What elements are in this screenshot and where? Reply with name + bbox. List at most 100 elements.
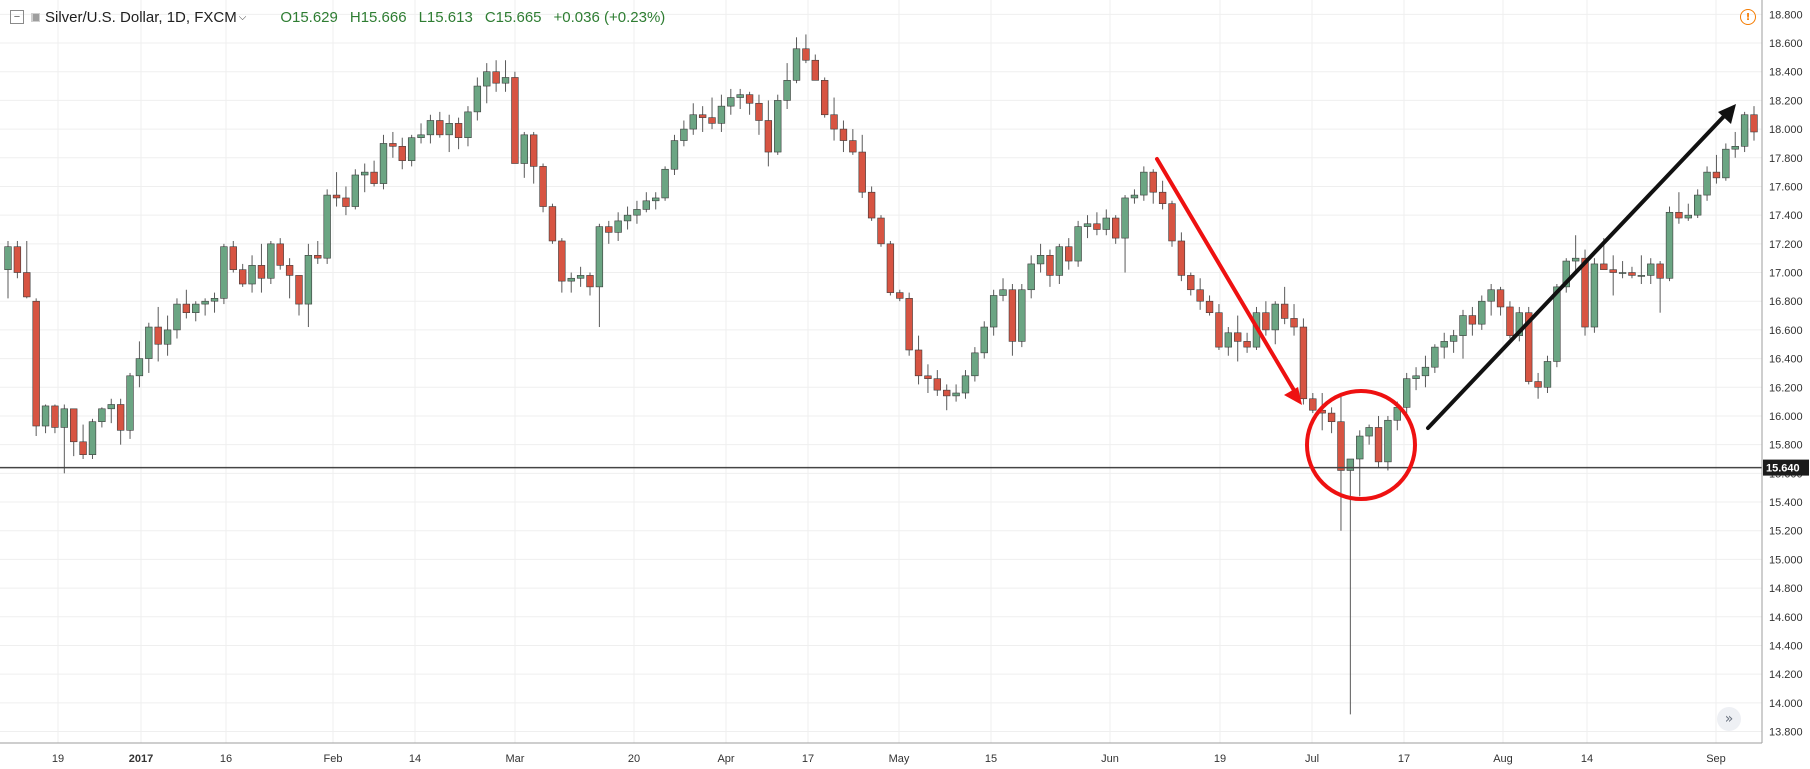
candle[interactable]	[1074, 220, 1082, 267]
candle[interactable]	[1374, 415, 1383, 468]
candle[interactable]	[238, 263, 247, 287]
candle[interactable]	[1196, 278, 1204, 310]
candle[interactable]	[511, 71, 519, 164]
candle[interactable]	[914, 335, 923, 385]
candle[interactable]	[13, 240, 22, 279]
candle[interactable]	[727, 88, 735, 115]
candle[interactable]	[417, 123, 425, 144]
candle[interactable]	[1571, 235, 1580, 273]
candle[interactable]	[426, 114, 435, 144]
candle[interactable]	[501, 60, 510, 92]
candle[interactable]	[1243, 332, 1251, 353]
candle[interactable]	[1675, 192, 1683, 224]
candle[interactable]	[70, 408, 78, 457]
candle[interactable]	[1262, 301, 1270, 336]
candle[interactable]	[1496, 286, 1505, 316]
candle[interactable]	[558, 238, 566, 293]
candle[interactable]	[1431, 344, 1439, 373]
candle[interactable]	[98, 407, 106, 428]
candle[interactable]	[361, 163, 369, 193]
candle[interactable]	[257, 243, 266, 293]
candle[interactable]	[1712, 154, 1721, 184]
candle[interactable]	[952, 384, 960, 402]
candle[interactable]	[1046, 249, 1054, 287]
candle[interactable]	[107, 398, 115, 424]
candle[interactable]	[642, 192, 651, 213]
candle[interactable]	[342, 186, 350, 216]
candle[interactable]	[295, 275, 303, 316]
candle[interactable]	[623, 206, 632, 230]
symbol-label[interactable]: Silver/U.S. Dollar, 1D, FXCM	[45, 8, 237, 26]
candle[interactable]	[830, 97, 838, 141]
candle[interactable]	[1177, 232, 1186, 282]
candle[interactable]	[285, 258, 294, 299]
candle[interactable]	[1290, 304, 1298, 336]
candle[interactable]	[1534, 372, 1542, 399]
candle[interactable]	[1412, 367, 1420, 391]
candle[interactable]	[792, 37, 801, 84]
candle[interactable]	[1027, 255, 1035, 299]
candle[interactable]	[1440, 332, 1448, 359]
candle[interactable]	[201, 298, 209, 316]
candle[interactable]	[1008, 284, 1017, 356]
candle[interactable]	[586, 272, 594, 296]
candle[interactable]	[539, 163, 547, 213]
candle[interactable]	[652, 192, 660, 210]
candle[interactable]	[192, 301, 200, 322]
candle[interactable]	[1693, 189, 1702, 219]
candle[interactable]	[680, 120, 688, 147]
candle[interactable]	[323, 189, 331, 264]
candle[interactable]	[1234, 315, 1242, 362]
candle[interactable]	[1356, 430, 1364, 497]
candle[interactable]	[961, 370, 970, 399]
candle[interactable]	[1121, 195, 1129, 273]
candle[interactable]	[689, 103, 697, 135]
candle[interactable]	[1140, 166, 1148, 201]
support-circle[interactable]	[1305, 389, 1417, 501]
candle[interactable]	[745, 91, 754, 115]
double-chevron-right-icon[interactable]: »	[1717, 707, 1741, 731]
candle[interactable]	[1609, 255, 1617, 296]
candle[interactable]	[661, 166, 669, 201]
candle[interactable]	[971, 347, 979, 382]
candle[interactable]	[135, 341, 144, 388]
candle[interactable]	[1346, 458, 1355, 715]
candle[interactable]	[1628, 266, 1636, 279]
candle[interactable]	[774, 94, 782, 155]
candle[interactable]	[1299, 318, 1308, 405]
candle[interactable]	[88, 418, 97, 459]
candle[interactable]	[1309, 393, 1317, 414]
candle[interactable]	[1665, 206, 1674, 282]
candle[interactable]	[1468, 306, 1477, 336]
candle[interactable]	[1327, 407, 1336, 434]
candle[interactable]	[567, 272, 575, 293]
candle[interactable]	[1562, 258, 1570, 293]
candle[interactable]	[1590, 258, 1599, 333]
candle[interactable]	[248, 255, 256, 293]
candle[interactable]	[1722, 143, 1730, 181]
candle[interactable]	[717, 94, 726, 132]
candle[interactable]	[23, 240, 31, 299]
candle[interactable]	[1478, 295, 1486, 330]
candle[interactable]	[1515, 306, 1524, 342]
candle[interactable]	[576, 266, 585, 287]
candle[interactable]	[1111, 215, 1120, 244]
candle[interactable]	[1731, 131, 1739, 158]
candle[interactable]	[4, 240, 12, 299]
candle[interactable]	[1543, 355, 1552, 394]
candle[interactable]	[436, 111, 444, 138]
candle[interactable]	[351, 169, 360, 210]
candle[interactable]	[79, 424, 87, 459]
candle[interactable]	[1187, 272, 1195, 296]
candle[interactable]	[1656, 261, 1664, 313]
candle[interactable]	[933, 370, 942, 396]
candle[interactable]	[1384, 415, 1392, 471]
candle[interactable]	[858, 134, 866, 198]
candle[interactable]	[483, 63, 491, 104]
candle[interactable]	[1093, 212, 1101, 236]
candle[interactable]	[473, 77, 482, 121]
candle[interactable]	[492, 60, 500, 92]
candle[interactable]	[398, 137, 406, 170]
candle[interactable]	[849, 129, 857, 155]
candle[interactable]	[60, 404, 69, 474]
